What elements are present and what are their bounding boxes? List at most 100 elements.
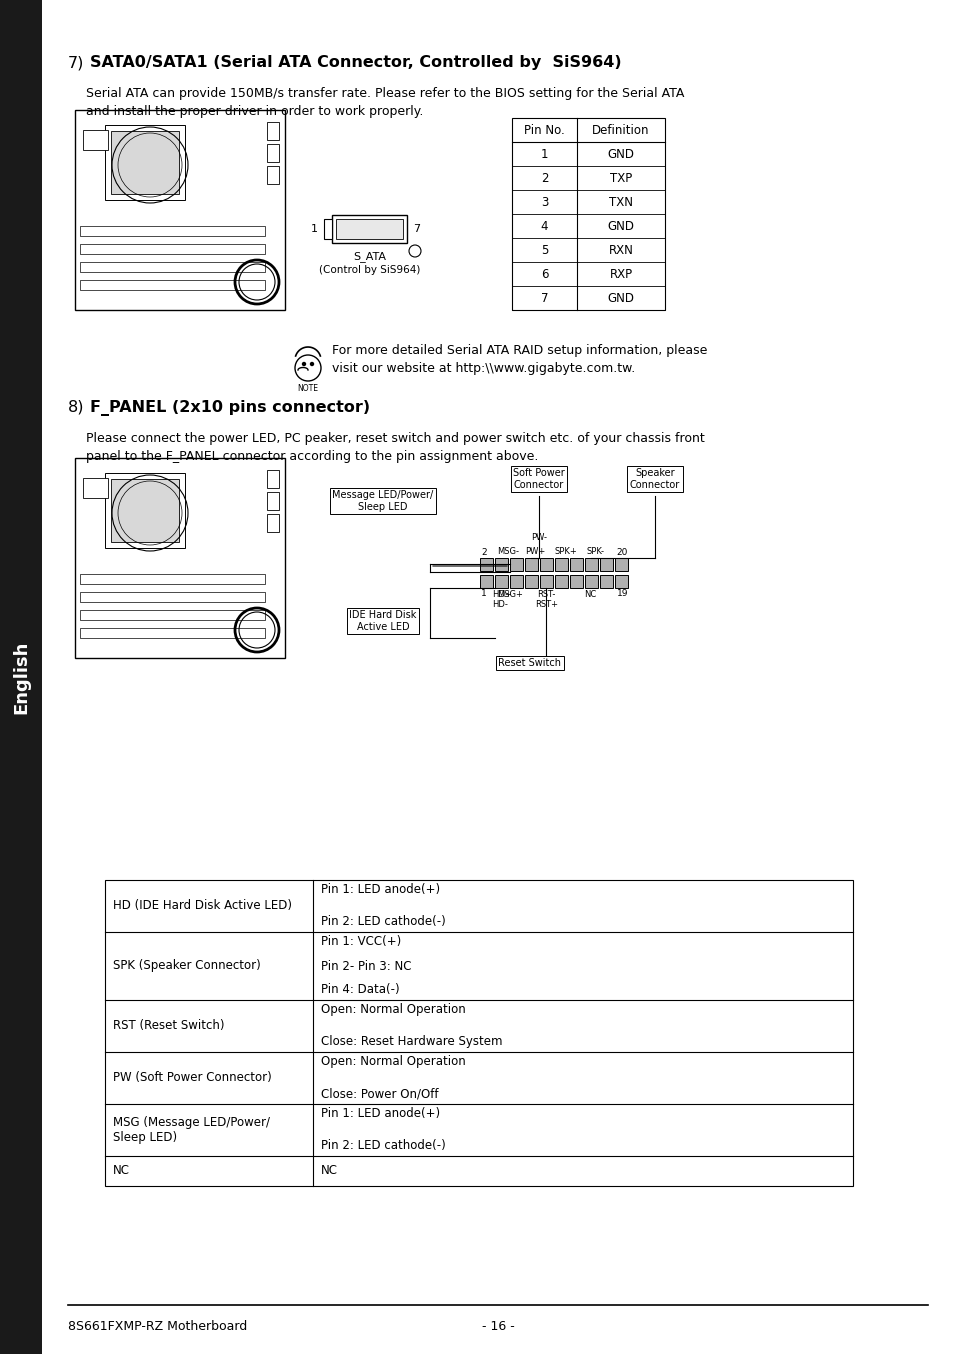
Text: SATA0/SATA1 (Serial ATA Connector, Controlled by  SiS964): SATA0/SATA1 (Serial ATA Connector, Contr… [90,56,621,70]
Text: SPK-: SPK- [586,547,604,556]
Text: Pin 2: LED cathode(-): Pin 2: LED cathode(-) [320,915,445,929]
Text: Definition: Definition [592,123,649,137]
Text: MSG (Message LED/Power/
Sleep LED): MSG (Message LED/Power/ Sleep LED) [112,1116,270,1144]
Text: 8S661FXMP-RZ Motherboard: 8S661FXMP-RZ Motherboard [68,1320,247,1334]
Text: MSG-: MSG- [497,547,518,556]
Text: Please connect the power LED, PC peaker, reset switch and power switch etc. of y: Please connect the power LED, PC peaker,… [86,432,704,445]
Text: 7): 7) [68,56,84,70]
Text: NC: NC [584,590,596,598]
Text: 1: 1 [540,148,548,161]
Text: Speaker
Connector: Speaker Connector [629,468,679,490]
Text: HD (IDE Hard Disk Active LED): HD (IDE Hard Disk Active LED) [112,899,292,913]
Text: 8): 8) [68,399,85,414]
Text: RST (Reset Switch): RST (Reset Switch) [112,1020,224,1033]
Bar [495,575,507,588]
Text: RXP: RXP [609,268,632,280]
Bar [615,575,627,588]
Text: 3: 3 [540,195,548,209]
Text: RST-: RST- [537,590,555,598]
Bar [105,473,185,548]
Bar [524,558,537,571]
Text: 20: 20 [616,548,627,556]
Text: PW-: PW- [531,533,547,542]
Bar [332,215,407,242]
Bar [80,280,265,290]
Text: 1: 1 [311,223,317,234]
Text: English: English [12,640,30,714]
Text: RXN: RXN [608,244,633,256]
Text: TXP: TXP [609,172,632,184]
Text: 2: 2 [540,172,548,184]
Circle shape [302,363,305,366]
Text: F_PANEL (2x10 pins connector): F_PANEL (2x10 pins connector) [90,399,370,416]
Text: 4: 4 [540,219,548,233]
Text: 1: 1 [480,589,486,598]
Text: 5: 5 [540,244,548,256]
Bar [267,144,278,162]
Text: For more detailed Serial ATA RAID setup information, please: For more detailed Serial ATA RAID setup … [332,344,706,357]
Circle shape [294,355,320,380]
Bar [524,575,537,588]
Bar [105,880,852,1186]
Bar [479,575,493,588]
Bar [80,263,265,272]
Text: Close: Power On/Off: Close: Power On/Off [320,1087,438,1101]
Bar [105,125,185,200]
Bar [569,558,582,571]
Text: Pin 1: VCC(+): Pin 1: VCC(+) [320,936,401,949]
Bar [539,558,553,571]
Text: NOTE: NOTE [297,385,318,393]
Bar [80,628,265,638]
Text: 7: 7 [540,291,548,305]
Text: GND: GND [607,148,634,161]
Text: Pin 1: LED anode(+): Pin 1: LED anode(+) [320,1108,439,1121]
Bar [599,575,613,588]
Bar [75,458,285,658]
Text: 7: 7 [413,223,419,234]
Bar [495,558,507,571]
Bar [80,244,265,255]
Bar [599,558,613,571]
Text: Reset Switch: Reset Switch [498,658,561,668]
Text: 19: 19 [616,589,627,598]
Bar [111,131,179,194]
Text: Close: Reset Hardware System: Close: Reset Hardware System [320,1036,502,1048]
Text: visit our website at http:\\www.gigabyte.com.tw.: visit our website at http:\\www.gigabyte… [332,362,635,375]
Text: HD-: HD- [492,600,508,609]
Bar [569,575,582,588]
Bar [83,130,108,150]
Bar [80,226,265,236]
Text: Pin No.: Pin No. [523,123,564,137]
Bar [80,592,265,603]
Bar [267,122,278,139]
Text: Open: Normal Operation: Open: Normal Operation [320,1056,465,1068]
Text: MSG+: MSG+ [497,590,522,598]
Text: - 16 -: - 16 - [481,1320,514,1334]
Bar [80,574,265,584]
Text: SPK (Speaker Connector): SPK (Speaker Connector) [112,960,260,972]
Bar [324,219,332,240]
Text: IDE Hard Disk
Active LED: IDE Hard Disk Active LED [349,611,416,631]
Text: PW (Soft Power Connector): PW (Soft Power Connector) [112,1071,272,1085]
Text: GND: GND [607,291,634,305]
Bar [510,575,522,588]
Bar [80,611,265,620]
Bar [479,558,493,571]
Bar [83,478,108,498]
Bar [267,167,278,184]
Circle shape [310,363,314,366]
Bar [539,575,553,588]
Bar [75,110,285,310]
Bar [335,219,402,240]
Text: HD+: HD+ [492,590,512,598]
Bar [267,492,278,510]
Text: Soft Power
Connector: Soft Power Connector [513,468,564,490]
Bar [584,558,598,571]
Bar [510,558,522,571]
Text: GND: GND [607,219,634,233]
Text: Pin 2: LED cathode(-): Pin 2: LED cathode(-) [320,1140,445,1152]
Text: PW+: PW+ [525,547,545,556]
Text: (Control by SiS964): (Control by SiS964) [318,265,419,275]
Bar [555,558,567,571]
Text: SPK+: SPK+ [554,547,577,556]
